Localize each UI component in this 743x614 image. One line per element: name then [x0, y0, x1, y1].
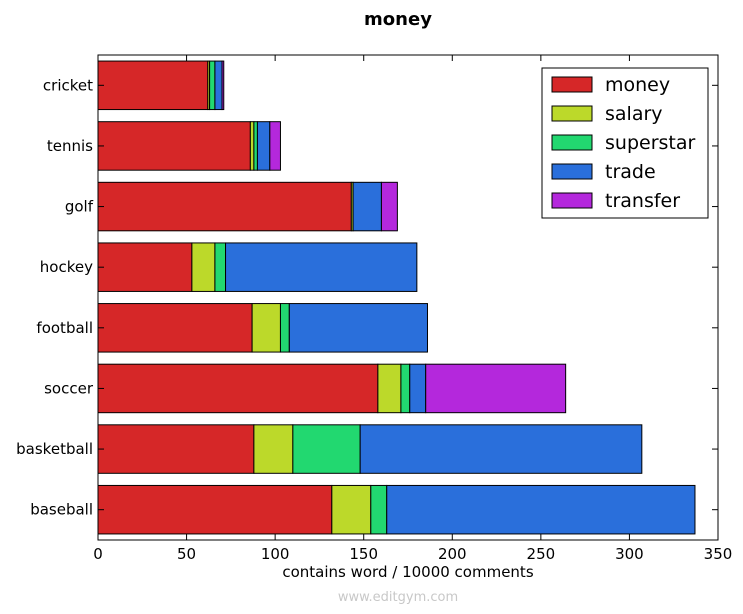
y-tick-label: tennis	[47, 137, 93, 155]
bar-segment-transfer	[221, 60, 225, 111]
bar-segment-superstar	[400, 363, 411, 414]
legend-swatch-superstar	[551, 134, 593, 151]
credit-text: www.editgym.com	[338, 590, 458, 605]
y-tick-label: soccer	[44, 379, 94, 397]
bar-segment-superstar	[292, 424, 361, 474]
x-tick-label: 200	[438, 545, 467, 563]
plot-frame	[97, 54, 719, 541]
bar-segment-transfer	[269, 121, 281, 171]
y-tick-label: golf	[65, 198, 94, 216]
legend-swatch-trade	[551, 163, 593, 180]
bar-segment-trade	[256, 121, 271, 171]
legend-label-superstar: superstar	[605, 132, 695, 154]
bar-segment-money	[97, 242, 193, 292]
legend-swatch-money	[551, 76, 593, 93]
bar-segment-trade	[225, 242, 418, 292]
bar-segment-trade	[359, 424, 643, 474]
legend-swatch-salary	[551, 105, 593, 122]
bar-segment-money	[97, 363, 379, 414]
x-tick-label: 150	[349, 545, 378, 563]
legend-label-trade: trade	[605, 161, 656, 183]
bar-segment-salary	[253, 424, 294, 474]
bar-segment-transfer	[380, 181, 398, 232]
bar-segment-money	[97, 60, 209, 111]
bar-segment-money	[97, 181, 352, 232]
y-tick-label: baseball	[30, 501, 93, 519]
legend: money salary superstar trade transfer	[541, 67, 709, 219]
bar-segment-superstar	[279, 303, 290, 353]
y-tick-label: cricket	[43, 76, 93, 94]
y-tick-label: football	[36, 319, 93, 337]
bar-segment-salary	[377, 363, 402, 414]
bar-segment-trade	[352, 181, 382, 232]
x-tick-label: 100	[261, 545, 290, 563]
bar-segment-trade	[288, 303, 428, 353]
y-tick-label: hockey	[40, 258, 93, 276]
bar-segment-trade	[409, 363, 427, 414]
bar-segment-salary	[251, 303, 281, 353]
legend-label-transfer: transfer	[605, 190, 680, 212]
x-tick-label: 300	[615, 545, 644, 563]
bar-segment-money	[97, 484, 333, 535]
bar-segment-transfer	[425, 363, 567, 414]
bar-segment-money	[97, 121, 251, 171]
x-tick-label: 350	[704, 545, 733, 563]
bar-segment-salary	[191, 242, 216, 292]
x-tick-label: 50	[177, 545, 196, 563]
legend-label-salary: salary	[605, 103, 663, 125]
legend-label-money: money	[605, 74, 670, 96]
bar-segment-salary	[331, 484, 372, 535]
x-tick-label: 0	[93, 545, 103, 563]
bar-segment-money	[97, 303, 253, 353]
bar-segment-trade	[386, 484, 696, 535]
chart-title: money	[364, 9, 432, 30]
y-tick-label: basketball	[16, 440, 93, 458]
bar-segment-superstar	[370, 484, 388, 535]
x-tick-label: 250	[527, 545, 556, 563]
bar-segment-money	[97, 424, 255, 474]
bar-segment-superstar	[209, 60, 216, 111]
bar-segment-superstar	[214, 242, 227, 292]
bar-segment-trade	[214, 60, 223, 111]
bar-segment-superstar	[253, 121, 258, 171]
x-axis-label: contains word / 10000 comments	[282, 563, 533, 581]
plot-area: 0 50 100 150 200 250 300 350 baseball basketball s…	[16, 54, 733, 563]
bar-segment-salary	[249, 121, 255, 171]
legend-swatch-transfer	[551, 192, 593, 209]
